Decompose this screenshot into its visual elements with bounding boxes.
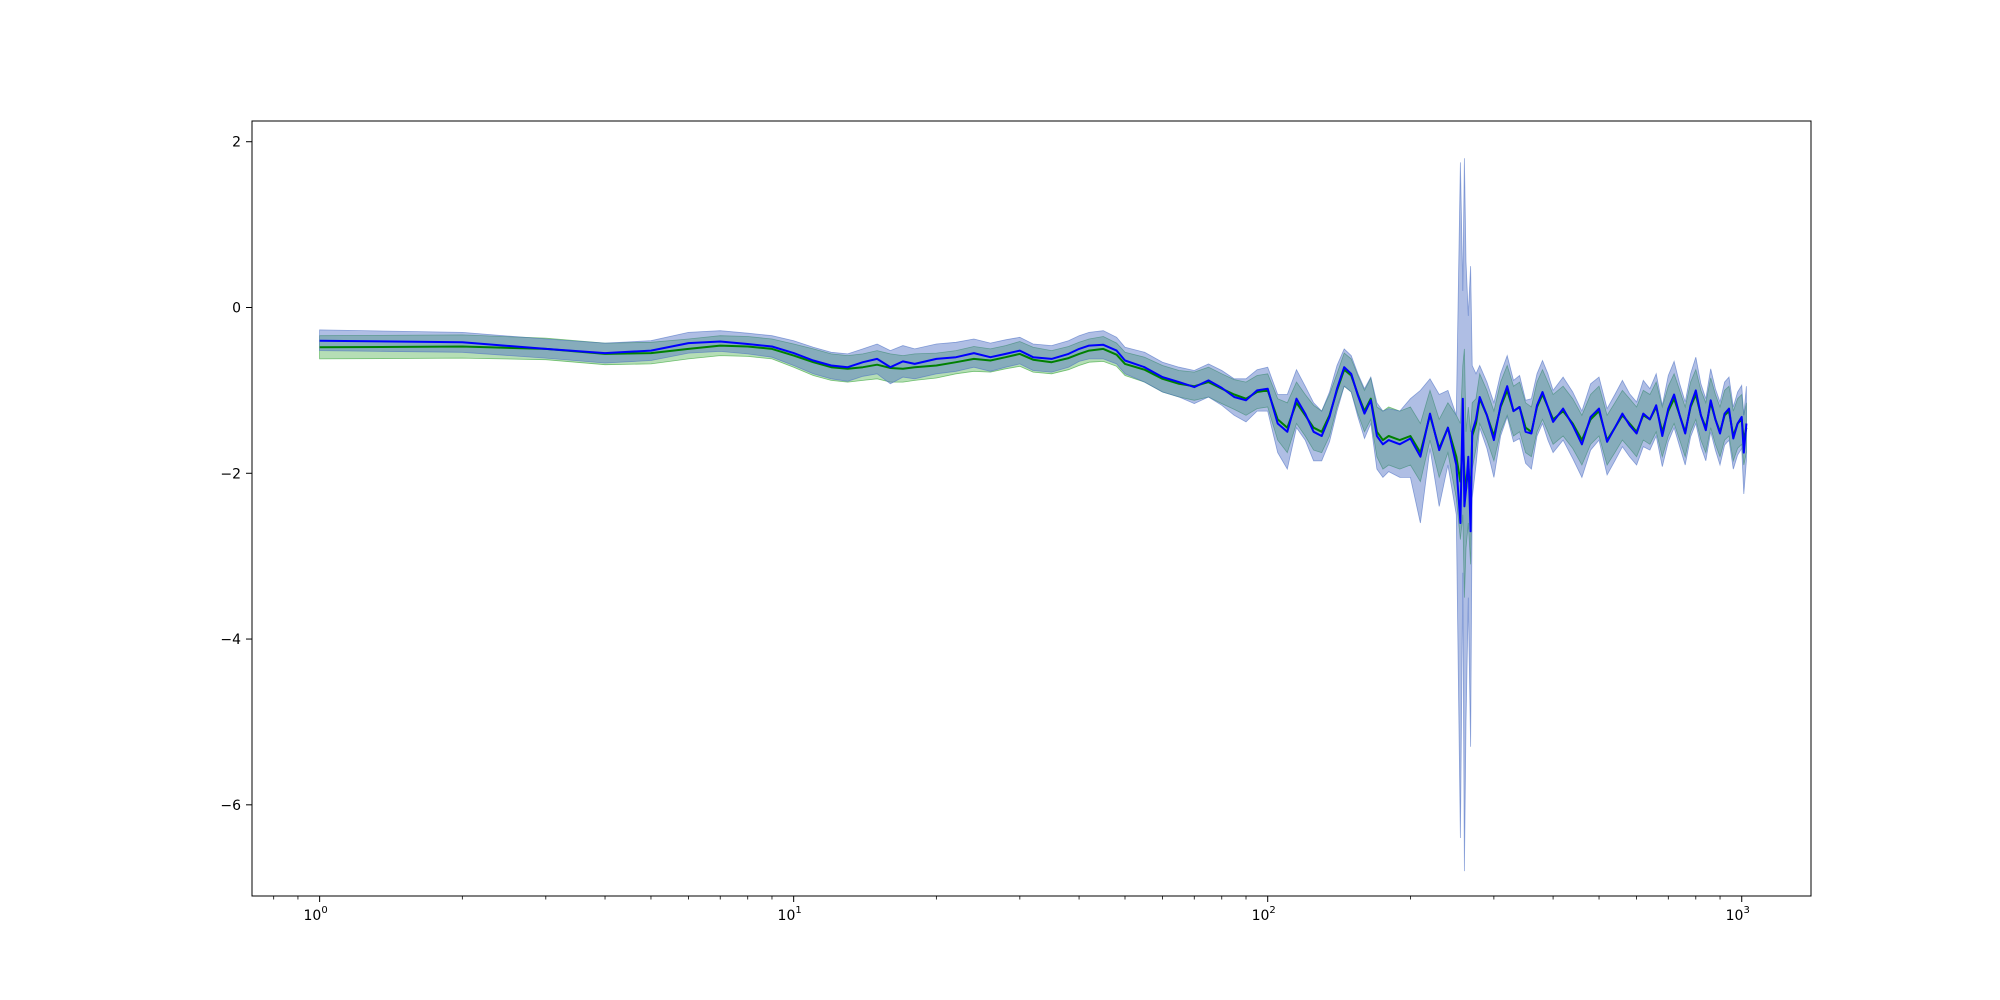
y-axis: 2 0 −2 −4 −6 <box>220 135 252 814</box>
axes-frame <box>251 120 1812 897</box>
x-tick-label: 102 <box>1252 905 1276 924</box>
y-tick-label: −6 <box>220 798 241 814</box>
series-lines <box>319 339 1748 533</box>
y-tick-label: 2 <box>232 135 241 151</box>
x-tick-label: 101 <box>778 905 802 924</box>
y-tick-label: 0 <box>232 300 241 316</box>
x-tick-label: 103 <box>1726 905 1750 924</box>
y-tick-label: −2 <box>220 466 241 482</box>
plot-area <box>319 158 1748 872</box>
x-axis: 100 101 102 103 <box>273 896 1750 924</box>
series-2-line <box>319 339 1748 533</box>
series-2-band <box>319 158 1747 872</box>
x-tick-label: 100 <box>304 905 328 924</box>
y-tick-label: −4 <box>220 632 241 648</box>
